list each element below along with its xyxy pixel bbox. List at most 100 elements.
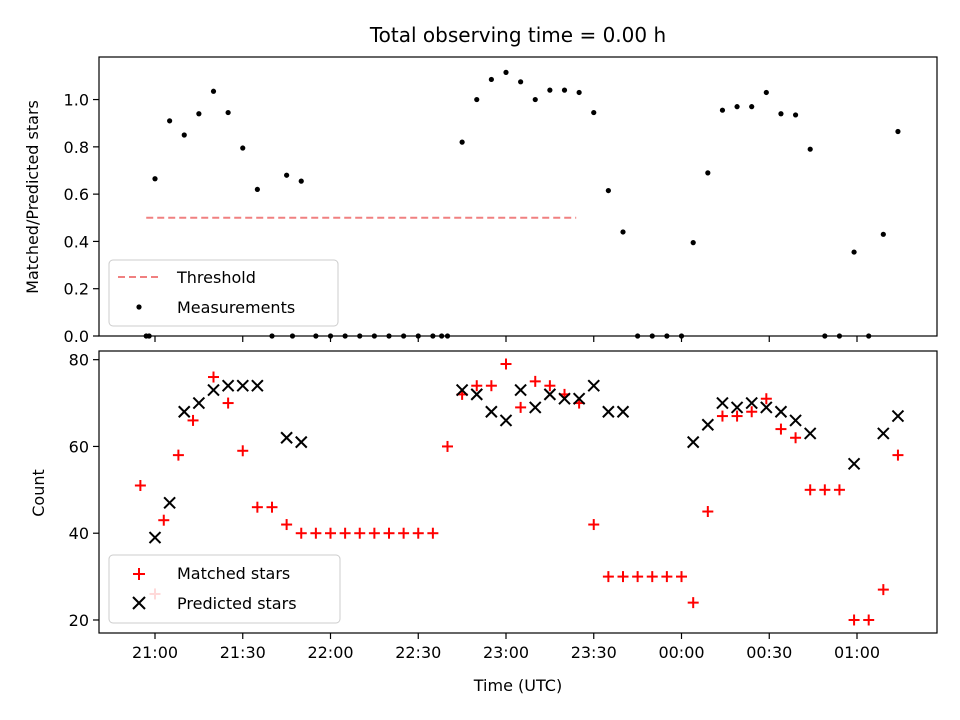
matched-point-14	[310, 527, 322, 539]
measurement-point-44	[778, 111, 784, 117]
matched-point-49	[819, 484, 831, 496]
measurement-point-8	[254, 186, 260, 193]
matched-point-50	[833, 484, 845, 496]
measurement-point-38	[690, 240, 696, 246]
measurement-point-51	[880, 231, 886, 237]
predicted-point-42	[760, 401, 773, 414]
predicted-point-41	[745, 396, 758, 410]
bottom-axes-frame	[98, 350, 938, 634]
top-panel: 0.0 0.2 0.4 0.6 0.8 1.0 Matched/Predicted sta…	[23, 56, 938, 346]
top-marks	[143, 69, 901, 339]
x-tick-label-8: 01:00	[834, 643, 880, 662]
x-tick-label-1: 21:30	[220, 643, 266, 662]
top-y-tick-label-2: 0.4	[64, 232, 89, 251]
matched-point-16	[339, 527, 351, 539]
measurement-point-28	[547, 87, 553, 93]
predicted-point-48	[847, 457, 861, 471]
predicted-point-28	[558, 392, 571, 405]
matched-point-40	[687, 597, 699, 609]
top-y-tick-label-4: 0.8	[64, 138, 89, 157]
matched-point-27	[500, 358, 512, 370]
predicted-point-31	[602, 405, 615, 418]
matched-point-21	[412, 527, 424, 539]
predicted-point-21	[455, 383, 469, 397]
top-axes-frame	[98, 56, 938, 337]
predicted-point-32	[616, 405, 630, 418]
matched-point-46	[775, 423, 787, 435]
matched-point-4	[172, 449, 184, 461]
matched-point-19	[383, 527, 395, 539]
matched-point-28	[515, 401, 527, 413]
matched-point-36	[632, 571, 644, 583]
matched-point-39	[676, 571, 687, 583]
measurement-point-7	[240, 145, 246, 151]
measurement-point-31	[591, 109, 597, 116]
measurement-point-25	[503, 69, 509, 75]
bottom-legend: Matched stars Predicted stars	[108, 554, 341, 624]
matched-point-48	[804, 484, 816, 496]
measurement-point-30	[576, 89, 582, 96]
measurement-point-49	[851, 249, 857, 255]
predicted-point-39	[716, 396, 729, 410]
measurement-point-39	[705, 170, 711, 176]
chart-title: Total observing time = 0.00 h	[369, 23, 666, 47]
measurement-point-45	[792, 112, 799, 118]
top-y-ticks: 0.0 0.2 0.4 0.6 0.8 1.0	[64, 91, 99, 346]
matched-point-18	[368, 527, 380, 539]
matched-point-8	[222, 397, 234, 409]
predicted-point-44	[789, 414, 802, 427]
matched-point-25	[471, 380, 483, 392]
matched-point-29	[529, 375, 541, 387]
predicted-point-9	[280, 431, 293, 444]
measurement-point-3	[181, 132, 187, 138]
matched-point-26	[485, 380, 497, 392]
x-tick-label-2: 22:00	[307, 643, 353, 662]
legend-predicted-swatch	[132, 596, 146, 610]
measurement-point-41	[734, 104, 740, 110]
matched-point-54	[892, 449, 904, 461]
bottom-y-tick-label-2: 60	[69, 437, 89, 456]
measurement-point-40	[719, 107, 726, 113]
predicted-point-51	[891, 409, 905, 423]
predicted-point-43	[774, 405, 788, 418]
predicted-point-10	[295, 435, 308, 449]
measurement-point-6	[225, 109, 231, 116]
top-y-axis-label: Matched/Predicted stars	[23, 100, 42, 294]
matched-point-7	[208, 371, 219, 383]
predicted-point-38	[701, 418, 715, 431]
matched-point-52	[863, 614, 875, 626]
measurement-point-43	[763, 89, 769, 96]
matched-point-15	[325, 527, 336, 539]
measurement-point-29	[561, 87, 568, 93]
matched-point-5	[187, 414, 199, 426]
legend-matched-swatch	[133, 568, 145, 580]
predicted-point-30	[587, 379, 600, 392]
matched-point-44	[746, 406, 758, 418]
matched-point-10	[251, 501, 263, 513]
predicted-point-2	[178, 405, 191, 418]
predicted-point-22	[470, 388, 483, 401]
matched-point-2	[158, 514, 170, 526]
x-tick-label-3: 22:30	[395, 643, 441, 662]
matched-point-34	[602, 571, 614, 583]
matched-point-9	[237, 445, 249, 457]
predicted-point-3	[192, 396, 206, 410]
measurement-point-32	[605, 187, 611, 194]
measurement-point-23	[474, 96, 480, 103]
matched-point-17	[354, 527, 366, 539]
matched-point-12	[281, 519, 293, 531]
measurement-point-27	[532, 96, 538, 103]
predicted-point-0	[148, 531, 162, 544]
legend-measurements-swatch	[136, 304, 142, 310]
measurement-point-24	[488, 76, 494, 83]
legend-measurements-label: Measurements	[177, 298, 295, 317]
matched-point-0	[134, 479, 146, 491]
measurement-point-11	[298, 178, 304, 184]
measurement-point-46	[807, 146, 813, 152]
matched-point-53	[877, 584, 889, 596]
matched-point-33	[588, 519, 600, 531]
top-y-tick-label-3: 0.6	[64, 185, 89, 204]
predicted-point-25	[514, 383, 527, 397]
bottom-panel: 20 40 60 80 21:00 21:30 22:00 22:30 23:00 23:30 0…	[29, 350, 938, 695]
